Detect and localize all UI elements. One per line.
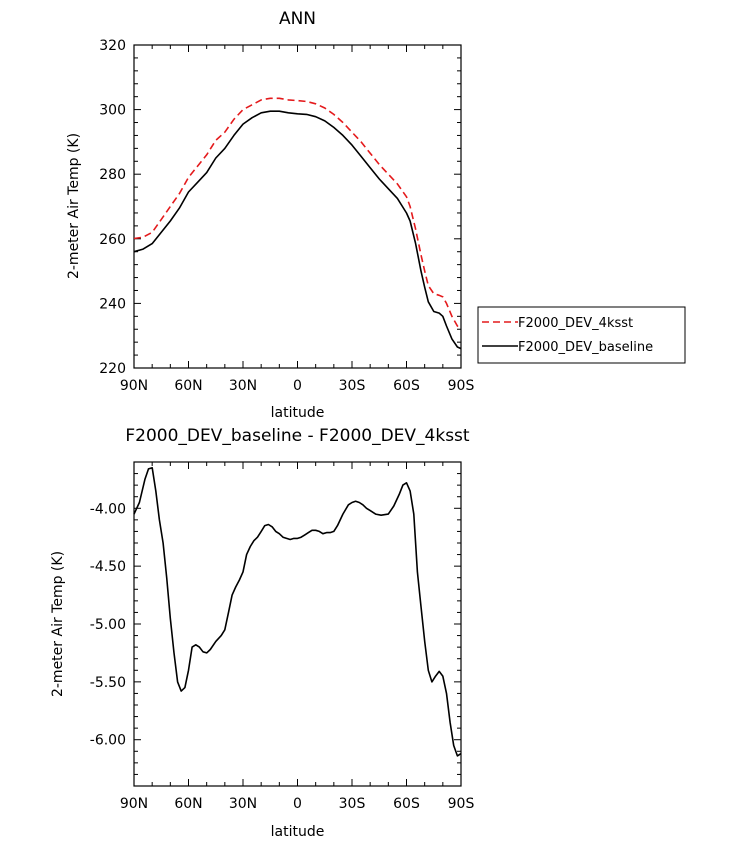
bottom-series-line-0 <box>133 466 462 757</box>
legend: F2000_DEV_4ksst F2000_DEV_baseline <box>477 306 686 364</box>
top-series-line-f2000-dev-baseline <box>133 110 462 350</box>
bottom-y-axis-label: 2-meter Air Temp (K) <box>50 551 66 697</box>
bottom-x-tick-label: 90N <box>120 796 148 812</box>
bottom-x-tick-label: 30N <box>229 796 257 812</box>
top-x-tick-label: 90S <box>448 378 475 394</box>
top-x-tick-label: 30S <box>339 378 366 394</box>
bottom-x-axis-label: latitude <box>271 824 325 840</box>
bottom-y-tick-label: -6.00 <box>90 733 126 749</box>
bottom-y-tick-label: -5.50 <box>90 675 126 691</box>
bottom-x-tick-label: 60S <box>393 796 420 812</box>
bottom-chart-title: F2000_DEV_baseline - F2000_DEV_4ksst <box>125 426 470 446</box>
top-x-tick-label: 60N <box>174 378 202 394</box>
top-panel: ANN 90N 60N 30N 0 30S 60S 90S 220 240 260 280 300 32… <box>66 9 474 421</box>
top-x-axis-label: latitude <box>271 405 325 421</box>
top-x-tick-label: 60S <box>393 378 420 394</box>
top-y-tick-label: 240 <box>99 296 126 312</box>
bottom-x-tick-label: 60N <box>174 796 202 812</box>
top-y-tick-label: 260 <box>99 232 126 248</box>
bottom-y-tick-label: -4.50 <box>90 559 126 575</box>
top-y-tick-label: 320 <box>99 38 126 54</box>
bottom-x-tick-label: 90S <box>448 796 475 812</box>
bottom-panel: F2000_DEV_baseline - F2000_DEV_4ksst 90N… <box>50 426 474 840</box>
top-x-tick-label: 30N <box>229 378 257 394</box>
bottom-axes: 90N 60N 30N 0 30S 60S 90S -4.00 -4.50 -5.00 -5.50 -… <box>90 461 475 812</box>
bottom-x-tick-label: 0 <box>293 796 302 812</box>
bottom-x-tick-label: 30S <box>339 796 366 812</box>
top-axes: 90N 60N 30N 0 30S 60S 90S 220 240 260 280 300 320 <box>99 38 474 394</box>
top-plot-frame <box>133 44 462 369</box>
bottom-plot-frame <box>133 461 462 787</box>
top-x-tick-label: 0 <box>293 378 302 394</box>
bottom-y-tick-label: -4.00 <box>90 501 126 517</box>
legend-label-4ksst: F2000_DEV_4ksst <box>518 316 633 331</box>
bottom-y-tick-label: -5.00 <box>90 617 126 633</box>
top-y-tick-label: 300 <box>99 103 126 119</box>
top-x-tick-label: 90N <box>120 378 148 394</box>
legend-label-baseline: F2000_DEV_baseline <box>518 340 653 355</box>
legend-box <box>477 306 686 364</box>
top-y-axis-label: 2-meter Air Temp (K) <box>66 133 82 279</box>
top-series-group <box>133 97 462 350</box>
bottom-series-group <box>133 466 462 757</box>
top-y-tick-label: 220 <box>99 361 126 377</box>
top-chart-title: ANN <box>279 9 316 29</box>
top-series-line-f2000-dev-4ksst <box>133 97 462 330</box>
top-y-tick-label: 280 <box>99 167 126 183</box>
